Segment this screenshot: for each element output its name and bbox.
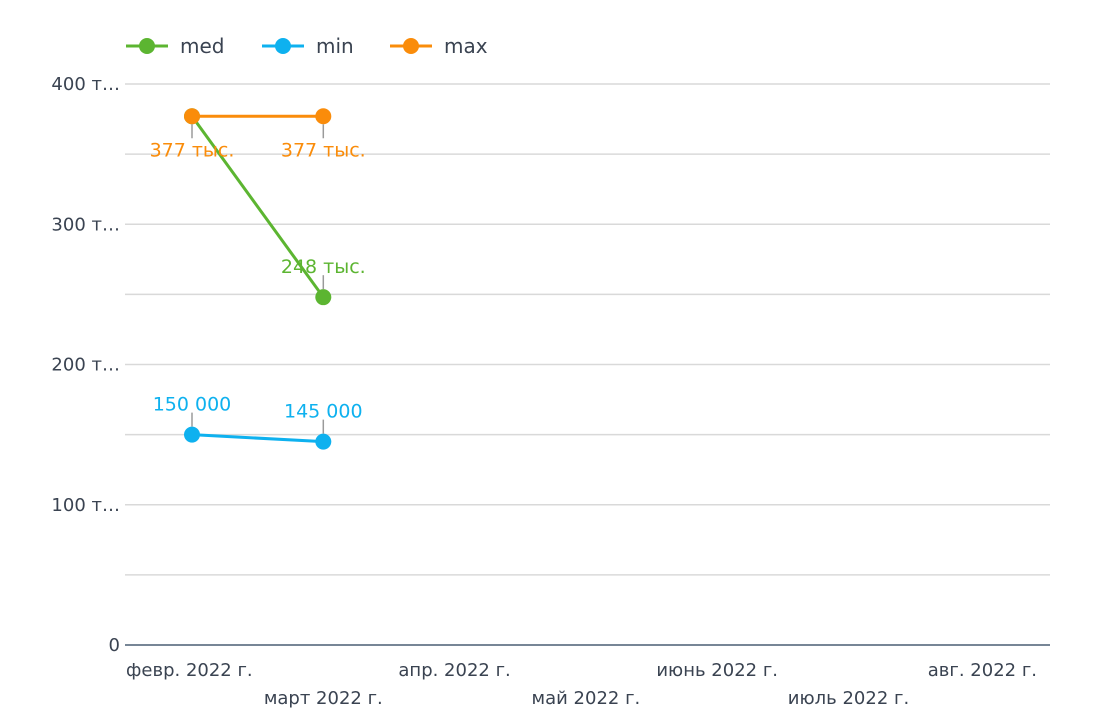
y-tick-label: 100 т… xyxy=(51,495,120,516)
x-axis: февр. 2022 г. март 2022 г. апр. 2022 г. май… xyxy=(126,660,1037,709)
x-tick-label: июнь 2022 г. xyxy=(656,660,778,681)
data-point-min xyxy=(184,426,200,443)
data-label-max: 377 тыс. xyxy=(281,139,366,161)
legend-label: min xyxy=(316,34,354,58)
grid xyxy=(125,83,1050,646)
x-tick-label: апр. 2022 г. xyxy=(398,660,510,681)
data-labels: 248 тыс. 150 000 145 000 377 тыс. 377 тыс. xyxy=(150,124,366,434)
legend-swatch-marker xyxy=(275,38,291,54)
x-tick-label: авг. 2022 г. xyxy=(928,660,1037,681)
data-label-min: 145 000 xyxy=(284,401,363,423)
x-tick-label: март 2022 г. xyxy=(264,688,383,709)
legend-item-min: min xyxy=(262,34,354,58)
x-tick-label: май 2022 г. xyxy=(532,688,641,709)
legend: med min max xyxy=(126,34,488,58)
legend-item-med: med xyxy=(126,34,224,58)
y-tick-label: 300 т… xyxy=(51,214,120,235)
y-tick-label: 200 т… xyxy=(51,355,120,376)
series-line-min xyxy=(191,433,324,444)
y-tick-label: 0 xyxy=(109,635,120,656)
legend-item-max: max xyxy=(390,34,488,58)
data-label-min: 150 000 xyxy=(153,394,232,416)
series-max xyxy=(184,108,332,125)
data-point-max xyxy=(184,108,200,125)
data-point-max xyxy=(315,108,332,125)
y-tick-label: 400 т… xyxy=(51,74,120,95)
series-line-med xyxy=(190,115,325,299)
data-point-min xyxy=(315,433,332,450)
data-point-med xyxy=(315,289,332,306)
series-min xyxy=(184,426,332,450)
data-label-med: 248 тыс. xyxy=(281,256,366,278)
legend-label: med xyxy=(180,34,224,58)
series-group xyxy=(184,108,332,450)
x-tick-label: февр. 2022 г. xyxy=(126,660,253,681)
x-tick-label: июль 2022 г. xyxy=(788,688,909,709)
legend-swatch-marker xyxy=(139,38,155,54)
legend-swatch-marker xyxy=(403,38,419,54)
legend-label: max xyxy=(444,34,488,58)
data-label-max: 377 тыс. xyxy=(150,139,235,161)
y-axis: 0 100 т… 200 т… 300 т… 400 т… xyxy=(51,74,120,656)
